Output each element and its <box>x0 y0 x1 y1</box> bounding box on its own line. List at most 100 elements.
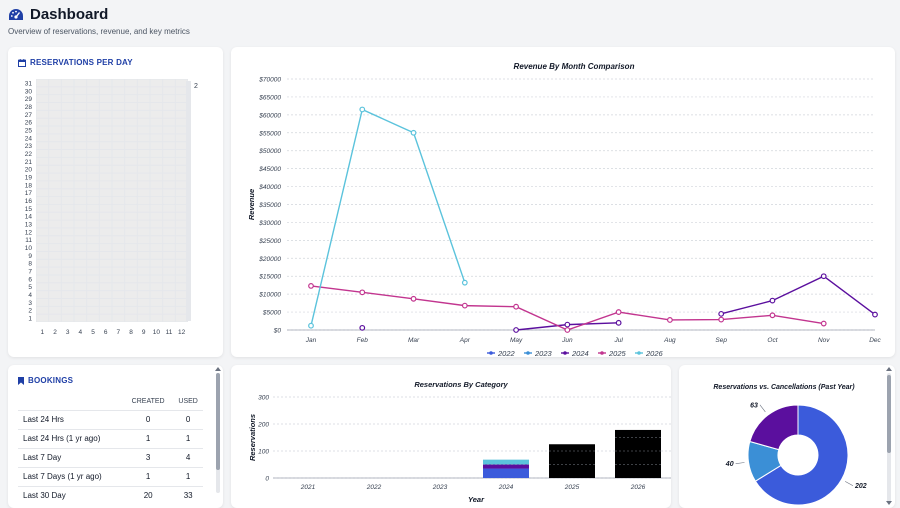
revenue-legend-label: 2022 <box>497 349 516 357</box>
heatmap-x-label: 6 <box>104 329 108 336</box>
heatmap-cell <box>125 298 137 306</box>
category-bar-segment <box>483 464 529 469</box>
heatmap-cell <box>61 204 74 212</box>
donut-slice-202 <box>754 404 849 506</box>
bookings-scrollbar-thumb[interactable] <box>216 373 220 470</box>
donut-label-leader <box>759 404 766 413</box>
revenue-legend-label: 2023 <box>534 349 553 357</box>
bookings-cell-label: Last 24 Hrs (1 yr ago) <box>23 434 101 443</box>
heatmap-y-label: 11 <box>25 237 32 244</box>
heatmap-cell <box>112 314 125 322</box>
heatmap-cell <box>112 306 125 314</box>
heatmap-cell <box>175 212 188 220</box>
bookings-cell-used: 1 <box>185 472 191 481</box>
heatmap-cell <box>74 103 87 110</box>
revenue-point-2024 <box>513 327 519 333</box>
bookings-scrollbar[interactable] <box>216 373 220 493</box>
heatmap-cell <box>49 244 61 251</box>
revenue-y-tick: $0 <box>273 328 282 335</box>
heatmap-cell <box>150 228 163 236</box>
heatmap-cell <box>112 189 125 197</box>
heatmap-cell <box>112 95 125 103</box>
chart-scrollbar[interactable] <box>887 373 891 503</box>
heatmap-cell <box>99 165 112 173</box>
heatmap-cell <box>99 314 112 322</box>
heatmap-cell <box>74 181 87 189</box>
heatmap-cell <box>150 220 163 228</box>
heatmap-cell <box>137 165 150 173</box>
heatmap-cell <box>112 126 125 134</box>
heatmap-y-label: 2 <box>28 308 32 315</box>
heatmap-cell <box>163 251 175 259</box>
heatmap-cell <box>137 197 150 204</box>
heatmap-cell <box>163 142 175 150</box>
heatmap-cell <box>112 110 125 118</box>
heatmap-cell <box>150 103 163 110</box>
bookings-row: Last 7 Days (1 yr ago) 1 1 <box>18 467 203 486</box>
heatmap-color-scale <box>186 81 191 321</box>
heatmap-cell <box>74 142 87 150</box>
scroll-up-icon[interactable] <box>885 366 893 372</box>
heatmap-y-label: 4 <box>28 292 32 299</box>
page-header: Dashboard Overview of reservations, reve… <box>8 6 190 36</box>
revenue-point-2025 <box>513 303 519 310</box>
heatmap-cell <box>175 142 188 150</box>
heatmap-cell <box>112 197 125 204</box>
heatmap-cell <box>175 204 188 212</box>
heatmap-y-label: 27 <box>25 112 33 119</box>
heatmap-y-label: 6 <box>28 276 32 283</box>
heatmap-cell <box>74 236 87 244</box>
heatmap-cell <box>137 204 150 212</box>
revenue-y-tick: $30000 <box>258 220 281 227</box>
heatmap-cell <box>61 220 74 228</box>
heatmap-y-label: 12 <box>25 229 33 236</box>
heatmap-cell <box>125 126 137 134</box>
heatmap-cell <box>74 298 87 306</box>
heatmap-cell <box>87 103 99 110</box>
heatmap-cell <box>150 259 163 267</box>
heatmap-cell <box>87 228 99 236</box>
heatmap-cell <box>112 157 125 165</box>
heatmap-cell <box>125 236 137 244</box>
heatmap-cell <box>163 236 175 244</box>
bookings-header: BOOKINGS <box>18 376 73 385</box>
heatmap-y-label: 31 <box>25 80 33 87</box>
revenue-point-2024 <box>359 324 366 331</box>
heatmap-cell <box>137 118 150 126</box>
heatmap-y-label: 17 <box>25 190 33 197</box>
heatmap-cell <box>61 110 74 118</box>
heatmap-cell <box>49 79 61 87</box>
bookings-cell-label: Last 7 Day <box>23 453 62 462</box>
category-x-tick: 2023 <box>432 484 448 491</box>
heatmap-cell <box>74 267 87 275</box>
heatmap-cell <box>150 87 163 95</box>
category-bar-segment <box>615 429 661 478</box>
chart-scrollbar-thumb[interactable] <box>887 375 891 453</box>
heatmap-cell <box>163 150 175 157</box>
heatmap-cell <box>175 79 188 87</box>
heatmap-cell <box>125 173 137 181</box>
heatmap-cell <box>87 275 99 283</box>
revenue-point-2024 <box>615 319 622 326</box>
heatmap-cell <box>137 283 150 291</box>
heatmap-cell <box>163 110 175 118</box>
scroll-down-icon[interactable] <box>885 500 893 506</box>
heatmap-cell <box>99 110 112 118</box>
heatmap-cell <box>137 298 150 306</box>
heatmap-cell <box>99 181 112 189</box>
heatmap-cell <box>175 134 188 142</box>
scroll-up-icon[interactable] <box>214 366 222 372</box>
heatmap-cell <box>163 259 175 267</box>
heatmap-cell <box>36 197 49 204</box>
heatmap-grid <box>36 79 188 322</box>
heatmap-cell <box>175 298 188 306</box>
category-x-tick: 2026 <box>630 484 646 491</box>
heatmap-cell <box>137 212 150 220</box>
revenue-point-2026 <box>461 279 468 286</box>
heatmap-cell <box>163 197 175 204</box>
heatmap-cell <box>36 236 49 244</box>
heatmap-y-label: 21 <box>25 159 33 166</box>
heatmap-cell <box>61 298 74 306</box>
heatmap-y-label: 25 <box>25 127 33 134</box>
heatmap-cell <box>74 244 87 251</box>
